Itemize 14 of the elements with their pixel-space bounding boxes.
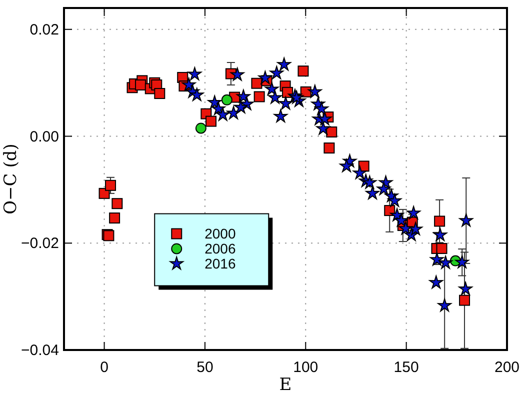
- legend-label: 2006: [204, 240, 236, 257]
- y-tick-label: −0.04: [21, 342, 59, 359]
- y-tick-label: 0.00: [30, 128, 59, 146]
- y-axis-title: O−C (d): [1, 144, 21, 214]
- x-tick-label: 50: [196, 359, 214, 376]
- legend-label: 2000: [204, 226, 236, 242]
- x-tick-label: 150: [394, 359, 419, 376]
- x-tick-label: 0: [100, 359, 108, 376]
- legend-label: 2016: [204, 256, 236, 272]
- y-tick-label: 0.02: [30, 21, 59, 38]
- y-tick-label: −0.02: [21, 235, 59, 252]
- x-tick-label: 200: [494, 359, 520, 376]
- x-tick-label: 100: [293, 359, 318, 376]
- x-axis-title: E: [279, 375, 292, 395]
